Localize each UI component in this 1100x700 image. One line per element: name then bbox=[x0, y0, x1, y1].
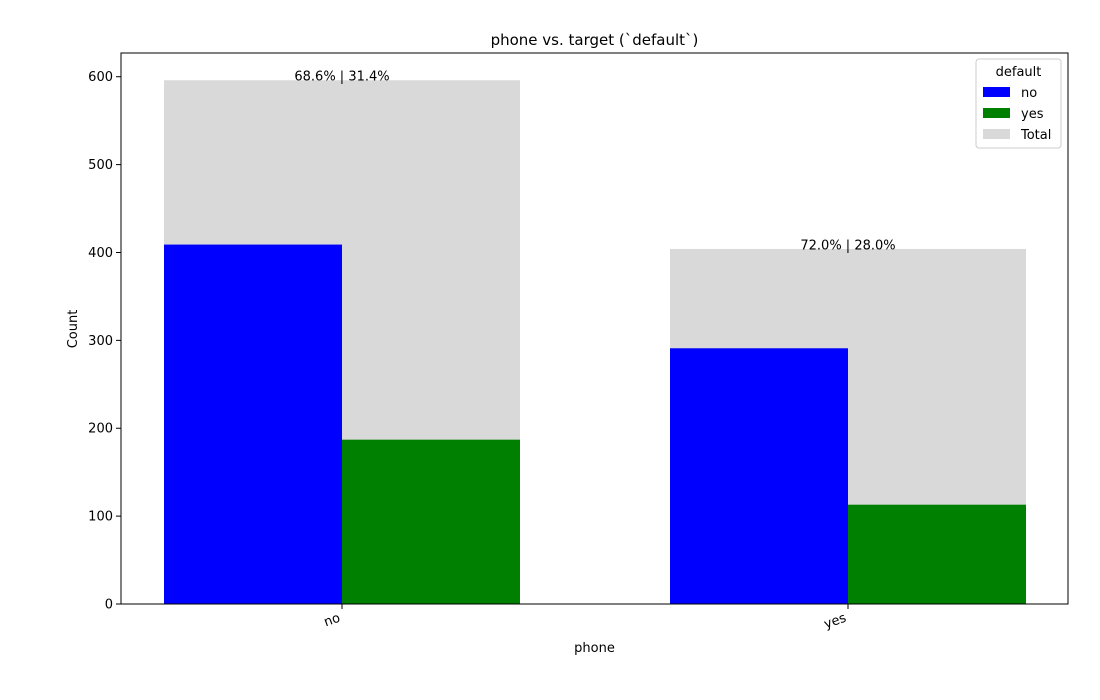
y-tick-label: 600 bbox=[88, 70, 113, 85]
bar-no-yes bbox=[670, 348, 848, 604]
bar-annotation-no: 68.6% | 31.4% bbox=[294, 70, 389, 85]
plot-frame bbox=[120, 52, 1069, 605]
series-bars bbox=[164, 244, 1026, 605]
legend-swatch-yes bbox=[983, 108, 1010, 118]
x-axis: no yes bbox=[322, 604, 849, 632]
legend-title: default bbox=[996, 65, 1042, 80]
legend: default no yes Total bbox=[975, 58, 1062, 149]
y-tick-label: 0 bbox=[105, 598, 113, 613]
chart-title: phone vs. target (`default`) bbox=[491, 31, 699, 49]
annotations: 68.6% | 31.4% 72.0% | 28.0% bbox=[294, 70, 895, 254]
legend-label-yes: yes bbox=[1021, 107, 1044, 122]
y-tick-label: 300 bbox=[88, 334, 113, 349]
x-tick-label-no: no bbox=[322, 611, 342, 631]
y-axis-label: Count bbox=[66, 310, 81, 349]
y-tick-label: 100 bbox=[88, 510, 113, 525]
y-tick-label: 400 bbox=[88, 246, 113, 261]
y-tick-label: 200 bbox=[88, 422, 113, 437]
bar-yes-no bbox=[342, 439, 520, 604]
x-tick-label-yes: yes bbox=[822, 611, 848, 633]
legend-swatch-total bbox=[983, 129, 1010, 139]
bar-no-no bbox=[164, 244, 342, 605]
y-axis: 0 100 200 300 400 500 600 bbox=[88, 70, 121, 613]
bar-yes-yes bbox=[848, 504, 1026, 604]
legend-label-no: no bbox=[1021, 86, 1037, 101]
x-axis-label: phone bbox=[574, 641, 615, 656]
legend-box bbox=[975, 58, 1062, 149]
bar-annotation-yes: 72.0% | 28.0% bbox=[800, 238, 895, 253]
legend-label-total: Total bbox=[1020, 128, 1051, 143]
legend-swatch-no bbox=[983, 87, 1010, 97]
y-tick-label: 500 bbox=[88, 158, 113, 173]
